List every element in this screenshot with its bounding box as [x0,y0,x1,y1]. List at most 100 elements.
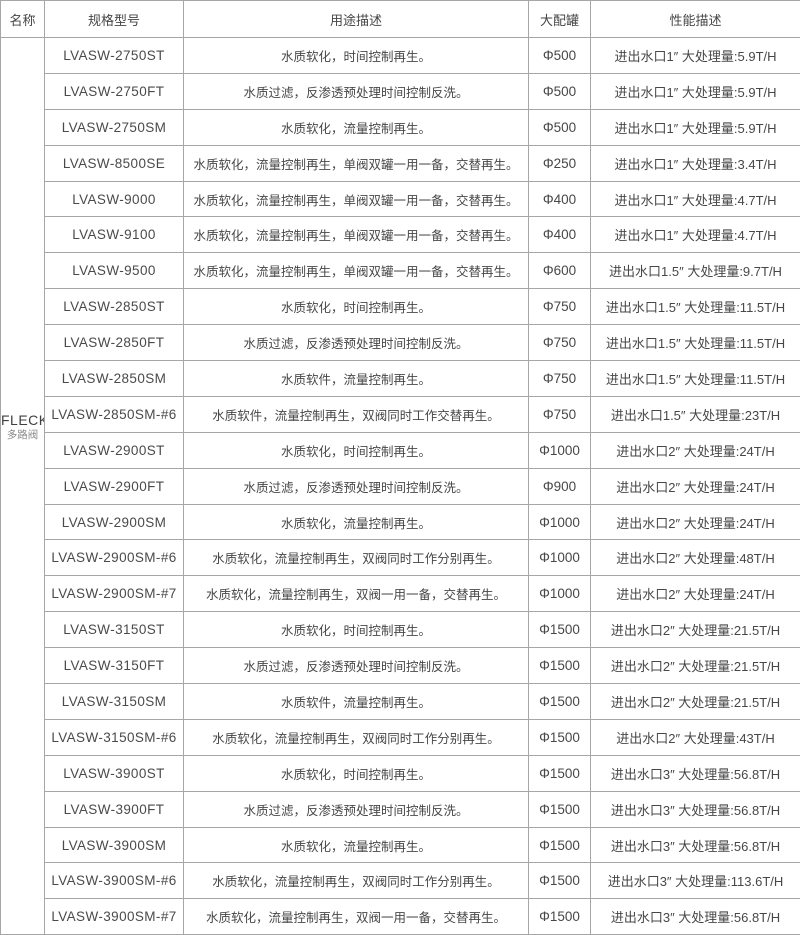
performance-cell: 进出水口2″ 大处理量:43T/H [590,718,800,756]
performance-cell: 进出水口1″ 大处理量:4.7T/H [590,216,800,254]
usage-cell: 水质软件，流量控制再生，双阀同时工作交替再生。 [183,395,529,433]
table-row: LVASW-2750FT 水质过滤，反渗透预处理时间控制反洗。 Φ500 进出水口1″… [1,72,800,110]
performance-cell: 进出水口1.5″ 大处理量:9.7T/H [590,252,800,290]
model-cell: LVASW-9000 [44,180,184,218]
performance-cell: 进出水口1″ 大处理量:5.9T/H [590,37,800,74]
performance-cell: 进出水口3″ 大处理量:56.8T/H [590,754,800,792]
usage-cell: 水质软化，流量控制再生，单阀双罐一用一备，交替再生。 [183,180,529,218]
performance-cell: 进出水口1.5″ 大处理量:23T/H [590,395,800,433]
model-cell: LVASW-2850SM [44,360,184,397]
tank-cell: Φ750 [528,288,591,326]
model-cell: LVASW-2900SM-#6 [44,539,184,577]
performance-cell: 进出水口2″ 大处理量:24T/H [590,575,800,613]
model-cell: LVASW-8500SE [44,144,184,182]
performance-cell: 进出水口3″ 大处理量:113.6T/H [590,862,800,900]
usage-cell: 水质软化，流量控制再生。 [183,826,529,864]
table-row: LVASW-2900SM-#6 水质软化，流量控制再生，双阀同时工作分别再生。 Φ1… [1,539,800,577]
performance-cell: 进出水口1″ 大处理量:5.9T/H [590,72,800,110]
brand-subtitle: 多路阀 [6,429,39,442]
table-row: LVASW-3900SM 水质软化，流量控制再生。 Φ1500 进出水口3″ 大处理量… [1,826,800,864]
performance-cell: 进出水口1.5″ 大处理量:11.5T/H [590,324,800,362]
tank-cell: Φ750 [528,360,591,397]
usage-cell: 水质软化，流量控制再生，单阀双罐一用一备，交替再生。 [183,144,529,182]
usage-cell: 水质过滤，反渗透预处理时间控制反洗。 [183,72,529,110]
table-row: LVASW-2900SM 水质软化，流量控制再生。 Φ1000 进出水口2″ 大处理量… [1,503,800,541]
table-row: LVASW-3150SM-#6 水质软化，流量控制再生，双阀同时工作分别再生。 Φ1… [1,718,800,756]
table-row: LVASW-3900ST 水质软化，时间控制再生。 Φ1500 进出水口3″ 大处理量… [1,754,800,792]
table-row: LVASW-2850SM 水质软件，流量控制再生。 Φ750 进出水口1.5″ 大处理… [1,360,800,397]
performance-cell: 进出水口1.5″ 大处理量:11.5T/H [590,288,800,326]
tank-cell: Φ1500 [528,826,591,864]
performance-cell: 进出水口1″ 大处理量:5.9T/H [590,108,800,146]
table-row: LVASW-3900FT 水质过滤，反渗透预处理时间控制反洗。 Φ1500 进出水口3… [1,790,800,828]
performance-cell: 进出水口3″ 大处理量:56.8T/H [590,898,800,935]
performance-cell: 进出水口1.5″ 大处理量:11.5T/H [590,360,800,397]
usage-cell: 水质软化，流量控制再生，单阀双罐一用一备，交替再生。 [183,216,529,254]
tank-cell: Φ1500 [528,683,591,720]
model-cell: LVASW-3900SM-#6 [44,862,184,900]
usage-cell: 水质软化，流量控制再生，双阀一用一备，交替再生。 [183,575,529,613]
model-cell: LVASW-3900ST [44,754,184,792]
tank-cell: Φ500 [528,72,591,110]
table-row: FLECK 多路阀 LVASW-2750ST 水质软化，时间控制再生。 Φ500 进出水口… [0,36,800,935]
usage-cell: 水质软化，流量控制再生，双阀同时工作分别再生。 [183,539,529,577]
model-cell: LVASW-3150FT [44,647,184,685]
usage-cell: 水质软化，流量控制再生，双阀同时工作分别再生。 [183,718,529,756]
usage-cell: 水质过滤，反渗透预处理时间控制反洗。 [183,467,529,505]
brand-cell: FLECK 多路阀 [0,36,45,935]
model-cell: LVASW-2900FT [44,467,184,505]
table-row: LVASW-3900SM-#7 水质软化，流量控制再生，双阀一用一备，交替再生。 Φ… [1,898,800,935]
table-row: LVASW-3900SM-#6 水质软化，流量控制再生，双阀同时工作分别再生。 Φ1… [1,862,800,900]
performance-cell: 进出水口2″ 大处理量:21.5T/H [590,611,800,649]
header-model: 规格型号 [44,0,184,38]
usage-cell: 水质过滤，反渗透预处理时间控制反洗。 [183,790,529,828]
tank-cell: Φ500 [528,37,591,74]
table-row: LVASW-2900FT 水质过滤，反渗透预处理时间控制反洗。 Φ900 进出水口2″… [1,467,800,505]
model-cell: LVASW-3900SM [44,826,184,864]
table-row: LVASW-2850ST 水质软化，时间控制再生。 Φ750 进出水口1.5″ 大处理… [1,288,800,326]
usage-cell: 水质软化，时间控制再生。 [183,754,529,792]
model-cell: LVASW-2900SM [44,503,184,541]
usage-cell: 水质软化，流量控制再生。 [183,503,529,541]
model-cell: LVASW-2850FT [44,324,184,362]
model-cell: LVASW-3150SM [44,683,184,720]
tank-cell: Φ1500 [528,718,591,756]
tank-cell: Φ1000 [528,431,591,469]
table-header: 名称 规格型号 用途描述 大配罐 性能描述 [0,0,800,38]
table-row: LVASW-3150ST 水质软化，时间控制再生。 Φ1500 进出水口2″ 大处理量… [1,611,800,649]
table-row: LVASW-3150SM 水质软件，流量控制再生。 Φ1500 进出水口2″ 大处理量… [1,683,800,720]
usage-cell: 水质软化，时间控制再生。 [183,37,529,74]
model-cell: LVASW-2900ST [44,431,184,469]
performance-cell: 进出水口2″ 大处理量:24T/H [590,467,800,505]
usage-cell: 水质软化，流量控制再生。 [183,108,529,146]
tank-cell: Φ750 [528,324,591,362]
usage-cell: 水质软化，时间控制再生。 [183,611,529,649]
model-cell: LVASW-3150SM-#6 [44,718,184,756]
performance-cell: 进出水口1″ 大处理量:4.7T/H [590,180,800,218]
table-row: LVASW-2900ST 水质软化，时间控制再生。 Φ1000 进出水口2″ 大处理量… [1,431,800,469]
tank-cell: Φ1500 [528,898,591,935]
table-row: LVASW-9000 水质软化，流量控制再生，单阀双罐一用一备，交替再生。 Φ400… [1,180,800,218]
usage-cell: 水质软化，流量控制再生，单阀双罐一用一备，交替再生。 [183,252,529,290]
model-cell: LVASW-3900SM-#7 [44,898,184,935]
brand-name: FLECK [1,412,45,429]
model-cell: LVASW-9100 [44,216,184,254]
table-row: LVASW-2900SM-#7 水质软化，流量控制再生，双阀一用一备，交替再生。 Φ… [1,575,800,613]
tank-cell: Φ250 [528,144,591,182]
table-row: LVASW-2750SM 水质软化，流量控制再生。 Φ500 进出水口1″ 大处理量:… [1,108,800,146]
performance-cell: 进出水口2″ 大处理量:48T/H [590,539,800,577]
model-cell: LVASW-2750SM [44,108,184,146]
performance-cell: 进出水口2″ 大处理量:24T/H [590,431,800,469]
table-row: LVASW-9500 水质软化，流量控制再生，单阀双罐一用一备，交替再生。 Φ600… [1,252,800,290]
performance-cell: 进出水口2″ 大处理量:24T/H [590,503,800,541]
tank-cell: Φ900 [528,467,591,505]
header-tank: 大配罐 [528,0,591,38]
header-usage: 用途描述 [183,0,529,38]
tank-cell: Φ1000 [528,575,591,613]
tank-cell: Φ500 [528,108,591,146]
tank-cell: Φ1500 [528,611,591,649]
table-body: FLECK 多路阀 LVASW-2750ST 水质软化，时间控制再生。 Φ500 进出水口… [0,36,800,935]
header-row: 名称 规格型号 用途描述 大配罐 性能描述 [0,0,800,38]
usage-cell: 水质过滤，反渗透预处理时间控制反洗。 [183,647,529,685]
